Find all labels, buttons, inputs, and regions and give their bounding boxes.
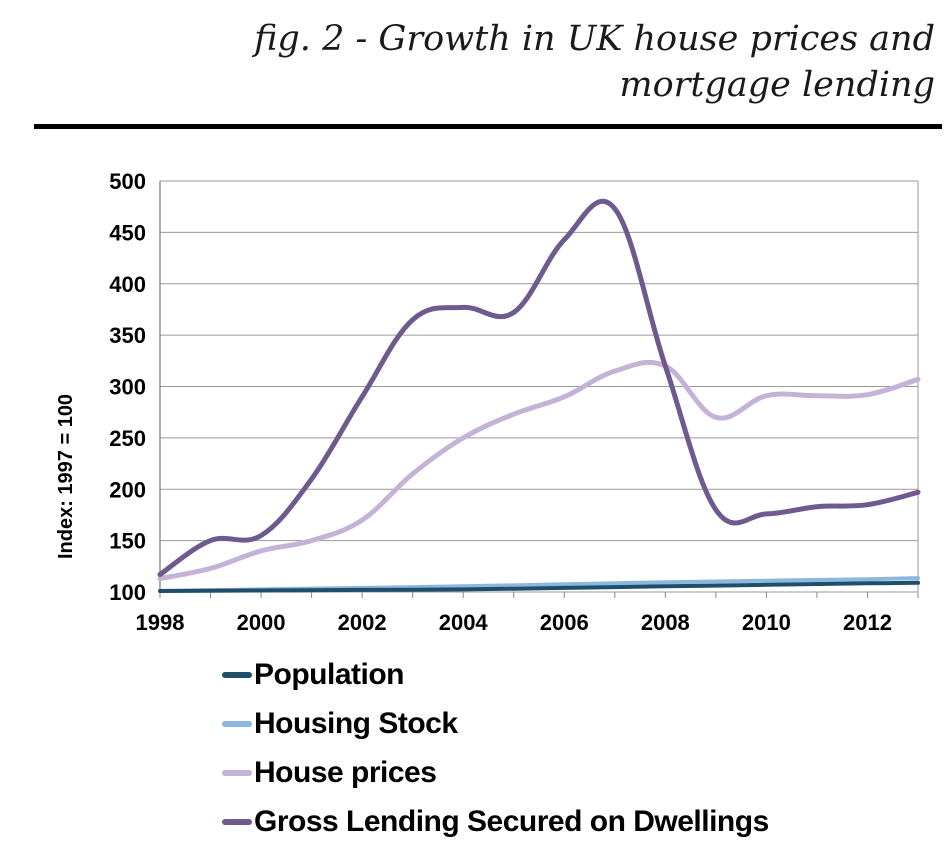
x-tick-label: 2004 (439, 610, 489, 635)
series-line-gross-lending-secured-on-dwellings (157, 198, 921, 577)
series-line-population (158, 580, 920, 593)
legend-swatch (222, 671, 252, 678)
y-tick-label: 100 (109, 580, 146, 605)
legend-label: House prices (254, 755, 437, 789)
figure-title: fig. 2 - Growth in UK house prices and m… (254, 19, 935, 105)
y-tick-label: 300 (109, 375, 146, 400)
series-lines (157, 198, 921, 593)
legend-item: Population (222, 650, 769, 699)
x-axis-ticks: 1998 2000 2002 2004 2006 2008 2010 2012 (136, 610, 892, 635)
y-tick-label: 200 (109, 477, 146, 502)
line-chart: 100 150 200 250 300 350 400 450 500 1998 2000 2002… (55, 169, 921, 635)
legend-item: House prices (222, 748, 769, 797)
x-tick-label: 2012 (843, 610, 892, 635)
legend-item: Housing Stock (222, 699, 769, 748)
y-tick-label: 400 (109, 272, 146, 297)
legend-item: Gross Lending Secured on Dwellings (222, 797, 769, 846)
x-tick-label: 1998 (136, 610, 185, 635)
legend-label: Housing Stock (254, 706, 458, 740)
x-tick-label: 2010 (742, 610, 791, 635)
legend-swatch (222, 720, 252, 727)
title-rule (34, 124, 942, 129)
y-tick-label: 500 (109, 169, 146, 194)
legend-swatch (222, 769, 252, 776)
legend: Population Housing Stock House prices Gross… (222, 650, 769, 846)
y-tick-label: 150 (109, 529, 146, 554)
y-tick-label: 250 (109, 426, 146, 451)
x-tick-label: 2008 (641, 610, 690, 635)
y-axis-label: Index: 1997 = 100 (55, 394, 77, 559)
legend-label: Gross Lending Secured on Dwellings (254, 804, 769, 838)
y-tick-label: 350 (109, 323, 146, 348)
x-tick-label: 2000 (237, 610, 286, 635)
y-axis-ticks: 100 150 200 250 300 350 400 450 500 (109, 169, 146, 605)
x-tick-label: 2002 (338, 610, 387, 635)
series-line-house-prices (157, 359, 921, 582)
legend-swatch (222, 818, 252, 825)
y-tick-label: 450 (109, 220, 146, 245)
legend-label: Population (254, 657, 404, 691)
x-tick-label: 2006 (540, 610, 589, 635)
gridlines (159, 180, 919, 598)
